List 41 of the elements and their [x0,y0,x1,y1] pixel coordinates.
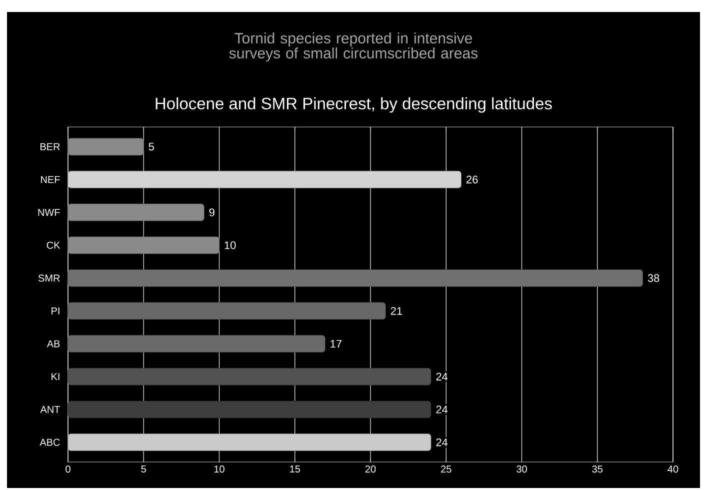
y-tick-label: SMR [38,274,60,282]
x-tick-label: 25 [441,466,452,473]
data-label: 17 [330,340,342,348]
x-tick-label: 30 [516,466,527,473]
chart-title: Tornid species reported in intensive surveys of small circumscribed areas [229,32,478,62]
x-tick-label: 40 [668,466,678,473]
x-tick-label: 20 [365,466,376,473]
bar [68,368,432,386]
bar [68,400,432,418]
data-label: 21 [390,307,402,315]
bar [68,236,220,254]
x-tick-label: 5 [141,466,146,472]
x-tick-label: 10 [214,466,224,473]
bar [68,335,326,352]
data-label: 5 [148,142,154,151]
bar [68,302,386,320]
bar [68,434,432,451]
y-tick-label: KI [52,373,60,380]
data-label: 24 [436,406,448,414]
data-label: 38 [648,274,660,282]
x-tick-label: 0 [66,466,70,473]
y-tick-label: ABC [40,438,60,446]
y-tick-label: NWF [38,208,60,216]
data-label: 26 [466,176,478,184]
y-tick-label: PI [52,307,60,314]
data-label: 24 [436,438,448,446]
y-tick-label: CK [46,242,60,249]
bar [68,170,462,188]
x-tick-label: 15 [290,466,300,472]
data-label: 10 [224,241,236,250]
data-label: 9 [209,208,214,216]
y-tick-label: NEF [41,176,60,183]
data-label: 24 [436,372,448,380]
y-tick-label: BER [40,143,60,150]
y-tick-label: AB [46,340,60,348]
y-tick-label: ANT [40,406,60,413]
x-tick-label: 35 [592,466,603,473]
bar [68,269,643,287]
bar [68,138,144,156]
chart-subtitle: Holocene and SMR Pinecrest, by descending latitudes [156,97,552,113]
bar [68,204,204,222]
